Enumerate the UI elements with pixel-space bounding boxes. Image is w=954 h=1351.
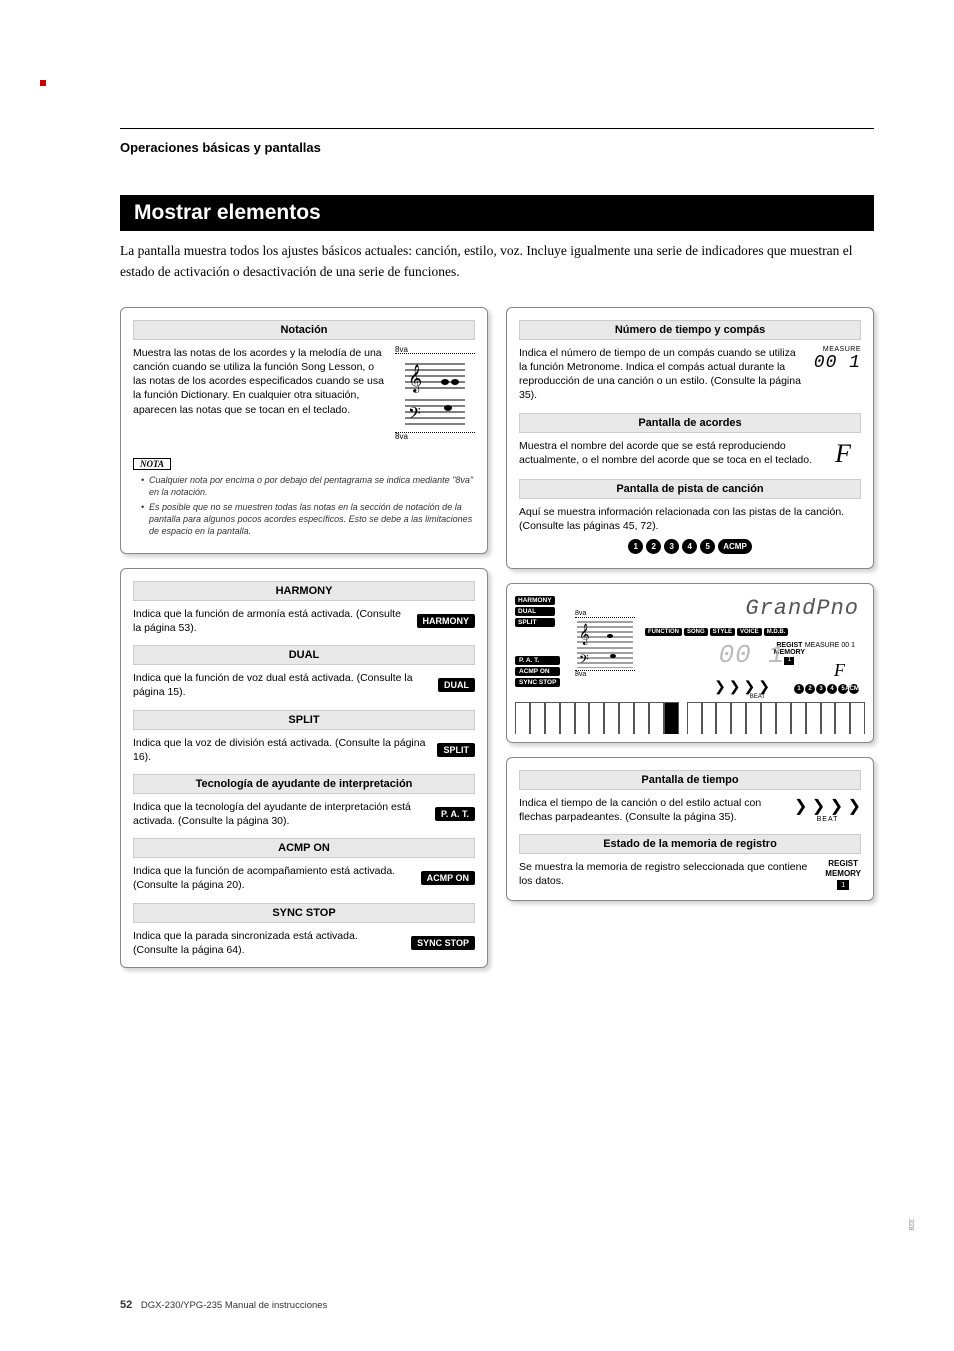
lcd-beat-arrows: ❯❯❯❯ xyxy=(714,678,773,695)
left-column: Notación Muestra las notas de los acorde… xyxy=(120,307,488,968)
nota-item: Cualquier nota por encima o por debajo d… xyxy=(141,474,475,498)
regist-indicator: REGIST MEMORY 1 xyxy=(825,860,861,890)
lcd-func-row: FUNCTION SONG STYLE VOICE M.D.B. xyxy=(645,628,788,636)
label-notation: Notación xyxy=(133,320,475,340)
desc-dual: Indica que la función de voz dual está a… xyxy=(133,671,428,699)
page-number: 52 xyxy=(120,1299,132,1311)
lcd-func-badge: SONG xyxy=(684,628,708,636)
panel-notation: Notación Muestra las notas de los acorde… xyxy=(120,307,488,554)
track-pill: 2 xyxy=(646,539,661,554)
lcd-func-badge: VOICE xyxy=(737,628,762,636)
lcd-big-number: 00 1 xyxy=(719,640,785,670)
lcd-badge: SPLIT xyxy=(515,618,555,627)
lcd-display: GrandPno HARMONY DUAL SPLIT 8va xyxy=(506,583,874,743)
lcd-beat-label: BEAT xyxy=(750,694,765,700)
margin-tick xyxy=(40,80,46,86)
right-column: Número de tiempo y compás Indica el núme… xyxy=(506,307,874,968)
badge-harmony: HARMONY xyxy=(417,614,476,628)
beat-indicator: ❯ ❯ ❯ ❯ BEAT xyxy=(794,796,861,824)
lcd-staff: 8va 𝄞 𝄢 xyxy=(575,610,635,678)
desc-sync: Indica que la parada sincronizada está a… xyxy=(133,929,401,957)
label-tempo: Pantalla de tiempo xyxy=(519,770,861,790)
track-pills: 1 2 3 4 5 ACMP xyxy=(519,539,861,554)
track-pill: 4 xyxy=(682,539,697,554)
lcd-badge: P. A. T. xyxy=(515,656,560,665)
page-title: Mostrar elementos xyxy=(120,195,874,231)
eightva-top: 8va xyxy=(395,346,475,354)
page-footer: 52 DGX-230/YPG-235 Manual de instruccion… xyxy=(120,1299,327,1311)
badge-split: SPLIT xyxy=(437,743,475,757)
lcd-top-badges: HARMONY DUAL SPLIT xyxy=(515,596,555,627)
chord-f: F xyxy=(835,439,851,469)
track-pill: 5 xyxy=(700,539,715,554)
desc-notation: Muestra las notas de los acordes y la me… xyxy=(133,346,385,440)
lcd-badge: DUAL xyxy=(515,607,555,616)
lcd-voice-name: GrandPno xyxy=(745,596,859,621)
lcd-bottom-badges: P. A. T. ACMP ON SYNC STOP xyxy=(515,656,560,687)
lcd-func-badge: M.D.B. xyxy=(764,628,789,636)
desc-split: Indica que la voz de división está activ… xyxy=(133,736,427,764)
panel-indicators: HARMONY Indica que la función de armonía… xyxy=(120,568,488,968)
lcd-badge: SYNC STOP xyxy=(515,678,560,687)
desc-acmp: Indica que la función de acompañamiento … xyxy=(133,864,411,892)
svg-text:𝄞: 𝄞 xyxy=(408,365,422,393)
lcd-tracks: 1 2 3 4 5 ACMP xyxy=(794,684,859,694)
nota-tag: NOTA xyxy=(133,458,171,470)
lcd-func-badge: FUNCTION xyxy=(645,628,682,636)
track-pill-acmp: ACMP xyxy=(718,539,752,554)
badge-sync: SYNC STOP xyxy=(411,936,475,950)
badge-dual: DUAL xyxy=(438,678,475,692)
badge-pat: P. A. T. xyxy=(435,807,475,821)
label-time: Número de tiempo y compás xyxy=(519,320,861,340)
label-harmony: HARMONY xyxy=(133,581,475,601)
lcd-badge: HARMONY xyxy=(515,596,555,605)
label-dual: DUAL xyxy=(133,645,475,665)
section-header: Operaciones básicas y pantallas xyxy=(120,140,874,155)
header-rule xyxy=(120,128,874,129)
track-pill: 1 xyxy=(628,539,643,554)
desc-regist: Se muestra la memoria de registro selecc… xyxy=(519,860,815,890)
lcd-chord-f: F xyxy=(834,660,845,681)
lcd-keyboard xyxy=(515,702,865,734)
badge-acmp: ACMP ON xyxy=(421,871,475,885)
label-pat: Tecnología de ayudante de interpretación xyxy=(133,774,475,794)
desc-time: Indica el número de tiempo de un compás … xyxy=(519,346,804,403)
desc-pat: Indica que la tecnología del ayudante de… xyxy=(133,800,425,828)
nota-list: Cualquier nota por encima o por debajo d… xyxy=(133,474,475,537)
svg-text:𝄞: 𝄞 xyxy=(579,624,590,645)
label-track: Pantalla de pista de canción xyxy=(519,479,861,499)
desc-track: Aquí se muestra información relacionada … xyxy=(519,505,861,533)
label-chord: Pantalla de acordes xyxy=(519,413,861,433)
label-split: SPLIT xyxy=(133,710,475,730)
columns: Notación Muestra las notas de los acorde… xyxy=(120,307,874,968)
lcd-func-badge: STYLE xyxy=(710,628,735,636)
desc-harmony: Indica que la función de armonía está ac… xyxy=(133,607,407,635)
lcd-measure: MEASURE 00 1 xyxy=(805,642,855,649)
eightva-bot: 8va xyxy=(395,432,475,440)
label-sync: SYNC STOP xyxy=(133,903,475,923)
intro-text: La pantalla muestra todos los ajustes bá… xyxy=(120,241,874,283)
lcd-badge: ACMP ON xyxy=(515,667,560,676)
svg-text:𝄢: 𝄢 xyxy=(408,405,421,427)
measure-indicator: MEASURE 00 1 xyxy=(814,346,861,403)
panel-time-chord-track: Número de tiempo y compás Indica el núme… xyxy=(506,307,874,569)
desc-tempo: Indica el tiempo de la canción o del est… xyxy=(519,796,784,824)
label-acmp: ACMP ON xyxy=(133,838,475,858)
track-pill: 3 xyxy=(664,539,679,554)
svg-text:𝄢: 𝄢 xyxy=(579,654,589,668)
desc-chord: Muestra el nombre del acorde que se está… xyxy=(519,439,815,469)
footer-text: DGX-230/YPG-235 Manual de instrucciones xyxy=(141,1300,327,1311)
panel-tempo-regist: Pantalla de tiempo Indica el tiempo de l… xyxy=(506,757,874,901)
side-number: 328 xyxy=(907,1219,914,1231)
label-regist: Estado de la memoria de registro xyxy=(519,834,861,854)
staff-icon: 8va 𝄞 𝄢 xyxy=(395,346,475,440)
nota-item: Es posible que no se muestren todas las … xyxy=(141,501,475,537)
